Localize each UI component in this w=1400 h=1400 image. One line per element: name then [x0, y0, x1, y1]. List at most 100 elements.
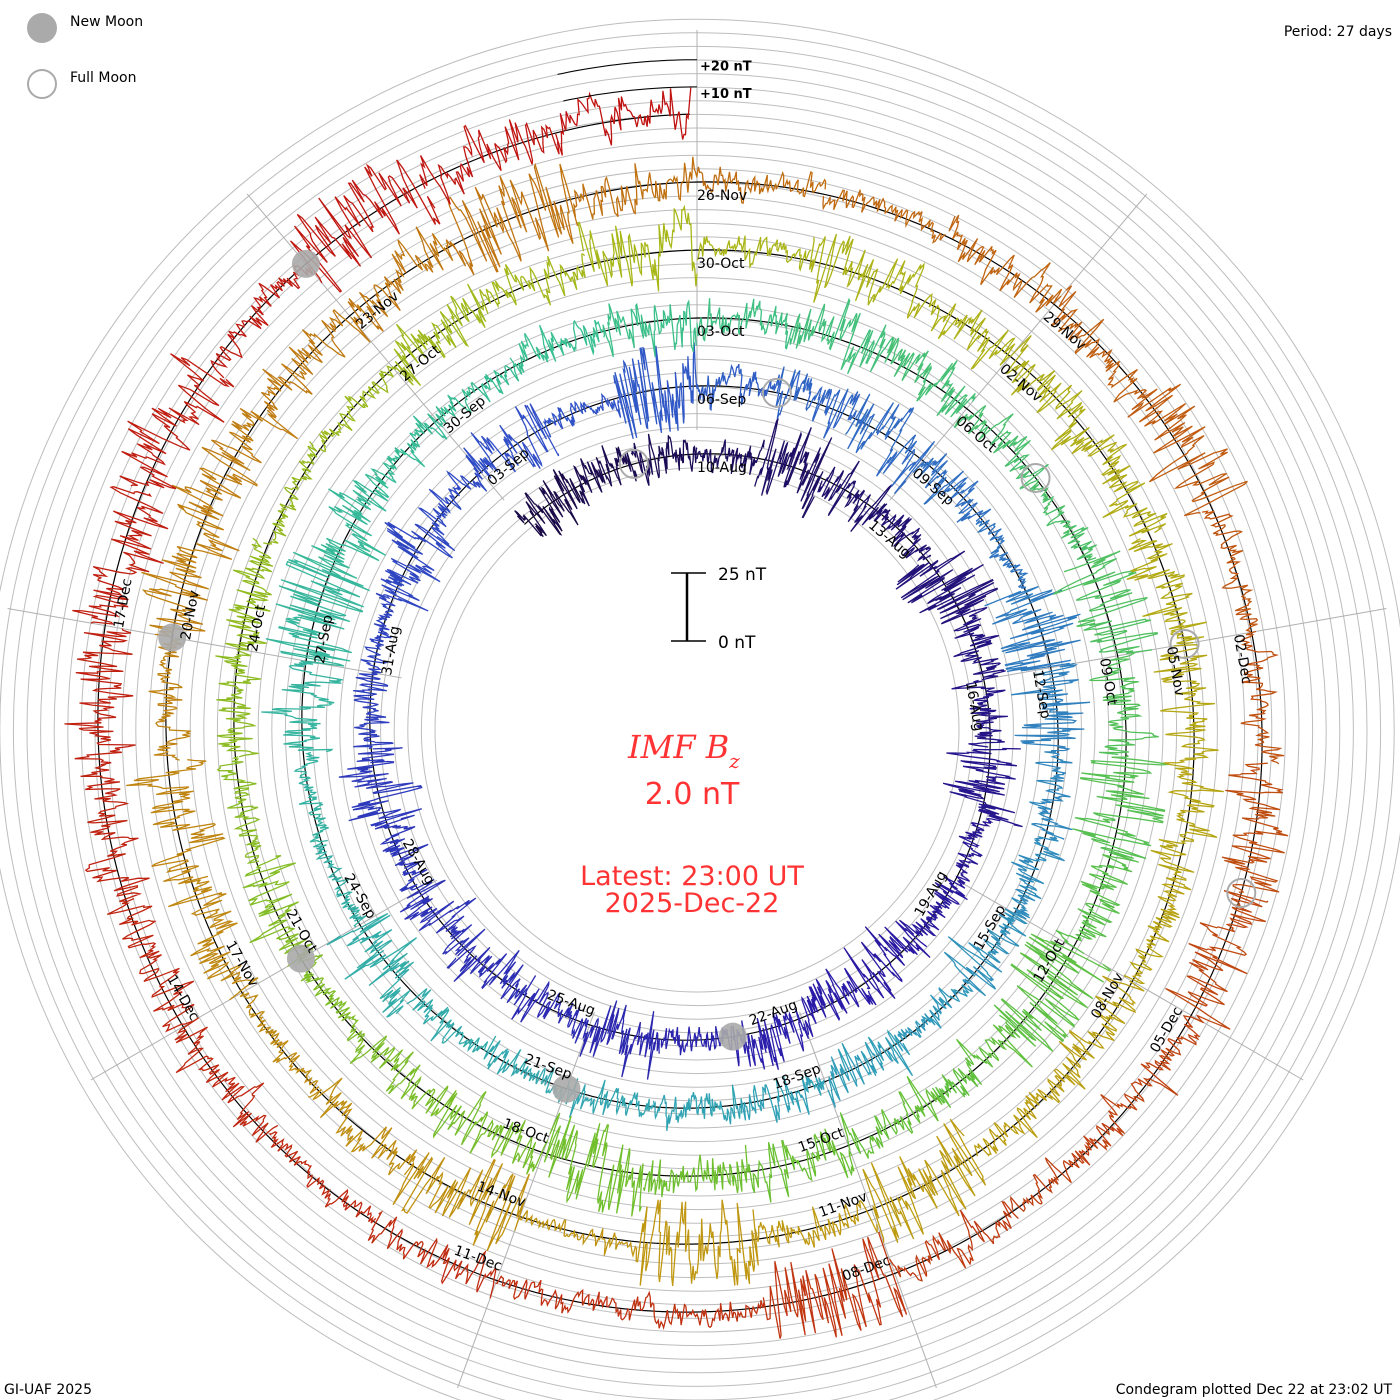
grid-spoke — [889, 193, 1148, 501]
bz-trace-day — [463, 403, 560, 479]
bz-trace-day — [897, 984, 974, 1041]
new-moon-marker — [291, 249, 320, 278]
bz-trace-day — [817, 460, 893, 533]
bz-trace-day — [942, 747, 1023, 828]
bz-trace-day — [1010, 1122, 1126, 1213]
moon-markers — [158, 249, 1257, 1103]
parameter-title-main: IMF B — [627, 728, 729, 766]
bz-trace-day — [1053, 550, 1159, 654]
bz-trace-day — [754, 1199, 878, 1248]
bz-trace-day — [1029, 749, 1073, 840]
scale-bottom-label: 0 nT — [718, 633, 756, 653]
grid-circle — [407, 440, 987, 1020]
bz-trace-day — [260, 309, 371, 418]
bz-trace-day — [1055, 853, 1135, 954]
date-label: 24-Oct — [245, 603, 269, 653]
bz-trace-day — [419, 119, 560, 205]
bz-trace-day — [269, 1131, 377, 1224]
bz-trace-day — [754, 417, 833, 519]
grid — [0, 18, 1400, 1400]
footer-plot-time: Condegram plotted Dec 22 at 23:02 UT — [1115, 1382, 1392, 1398]
bz-trace-day — [313, 842, 367, 928]
bz-trace-day — [931, 1021, 1033, 1108]
bz-trace-day — [296, 953, 365, 1052]
bz-trace-day — [399, 879, 486, 957]
bz-trace-day — [392, 1152, 531, 1252]
bz-trace-day — [380, 521, 456, 612]
bz-trace-day — [801, 967, 877, 1038]
bz-trace-day — [613, 342, 698, 439]
legend-full-moon-label: Full Moon — [70, 70, 137, 86]
parameter-title-subscript: z — [728, 749, 740, 773]
bz-trace-day — [1089, 652, 1159, 756]
bz-trace-day — [653, 1084, 742, 1131]
grid-spoke — [799, 1011, 937, 1388]
full-moon-legend-icon — [27, 69, 57, 99]
bz-trace-day — [293, 751, 329, 843]
bz-trace-day — [417, 455, 488, 546]
full-moon-marker — [1169, 629, 1200, 660]
bz-trace-day — [1165, 889, 1269, 1030]
bz-trace-day — [906, 292, 1016, 370]
bz-trace-day — [696, 235, 812, 272]
scale-top-label: 25 nT — [718, 565, 767, 585]
outer-tick-arc — [563, 86, 697, 102]
bz-trace-day — [1100, 1014, 1205, 1134]
bz-trace-day — [630, 433, 698, 486]
bz-trace-day — [141, 505, 240, 637]
latest-time: Latest: 23:00 UT — [580, 861, 804, 892]
bz-trace-day — [953, 606, 1006, 681]
bz-trace-day — [827, 1029, 914, 1108]
bz-trace-day — [168, 879, 259, 1001]
bz-trace-day — [360, 592, 396, 674]
bz-trace-day — [1126, 538, 1207, 645]
bz-trace-day — [1020, 478, 1098, 562]
full-moon-marker — [1226, 877, 1257, 908]
grid-spoke — [246, 193, 505, 501]
bz-trace-day — [895, 550, 999, 625]
bz-trace-day — [514, 469, 584, 538]
bz-trace-day — [628, 1290, 765, 1331]
bz-trace-day — [72, 486, 169, 625]
outer-tick-arc — [557, 59, 697, 75]
full-moon-marker — [618, 448, 649, 479]
bz-trace-day — [696, 439, 765, 475]
bz-trace-day — [242, 855, 314, 968]
grid-spoke — [7, 607, 402, 679]
bz-trace-day — [912, 453, 992, 523]
current-value: 2.0 nT — [645, 777, 740, 812]
bz-trace-day — [1240, 630, 1285, 765]
date-label: 06-Sep — [697, 392, 746, 408]
footer-credit: GI-UAF 2025 — [4, 1382, 92, 1398]
date-label: 30-Oct — [697, 256, 745, 272]
bz-trace-day — [1050, 285, 1148, 403]
latest-date: 2025-Dec-22 — [605, 888, 780, 919]
bz-trace-day — [975, 519, 1029, 589]
bz-trace-day — [406, 988, 489, 1053]
bz-trace-day — [1127, 383, 1248, 517]
bz-trace-day — [572, 156, 698, 220]
date-label: 14-Nov — [475, 1179, 528, 1211]
bz-trace-day — [555, 87, 692, 156]
bz-trace-day — [642, 1144, 749, 1198]
bz-trace-day — [565, 1078, 654, 1119]
bz-trace-day — [126, 759, 226, 885]
scale-bar: 25 nT 0 nT — [671, 565, 767, 653]
bz-trace-day — [106, 898, 195, 1033]
bz-trace-day — [775, 366, 861, 439]
bz-trace-day — [948, 214, 1063, 313]
bz-trace-day — [479, 253, 586, 314]
bz-trace-day — [889, 1200, 1019, 1282]
date-label: 11-Dec — [452, 1243, 504, 1275]
bz-trace-day — [326, 913, 418, 1018]
new-moon-marker — [158, 623, 187, 652]
outer-tick-label: +20 nT — [700, 60, 752, 75]
bz-trace-day — [308, 1077, 418, 1176]
bz-trace-day — [579, 1000, 660, 1080]
bz-trace-day — [696, 166, 827, 204]
legend-new-moon-label: New Moon — [70, 14, 144, 30]
grid-circle — [0, 18, 1400, 1400]
bz-trace-day — [572, 445, 638, 507]
bz-trace-day — [789, 297, 894, 375]
period-label: Period: 27 days — [1283, 24, 1392, 40]
